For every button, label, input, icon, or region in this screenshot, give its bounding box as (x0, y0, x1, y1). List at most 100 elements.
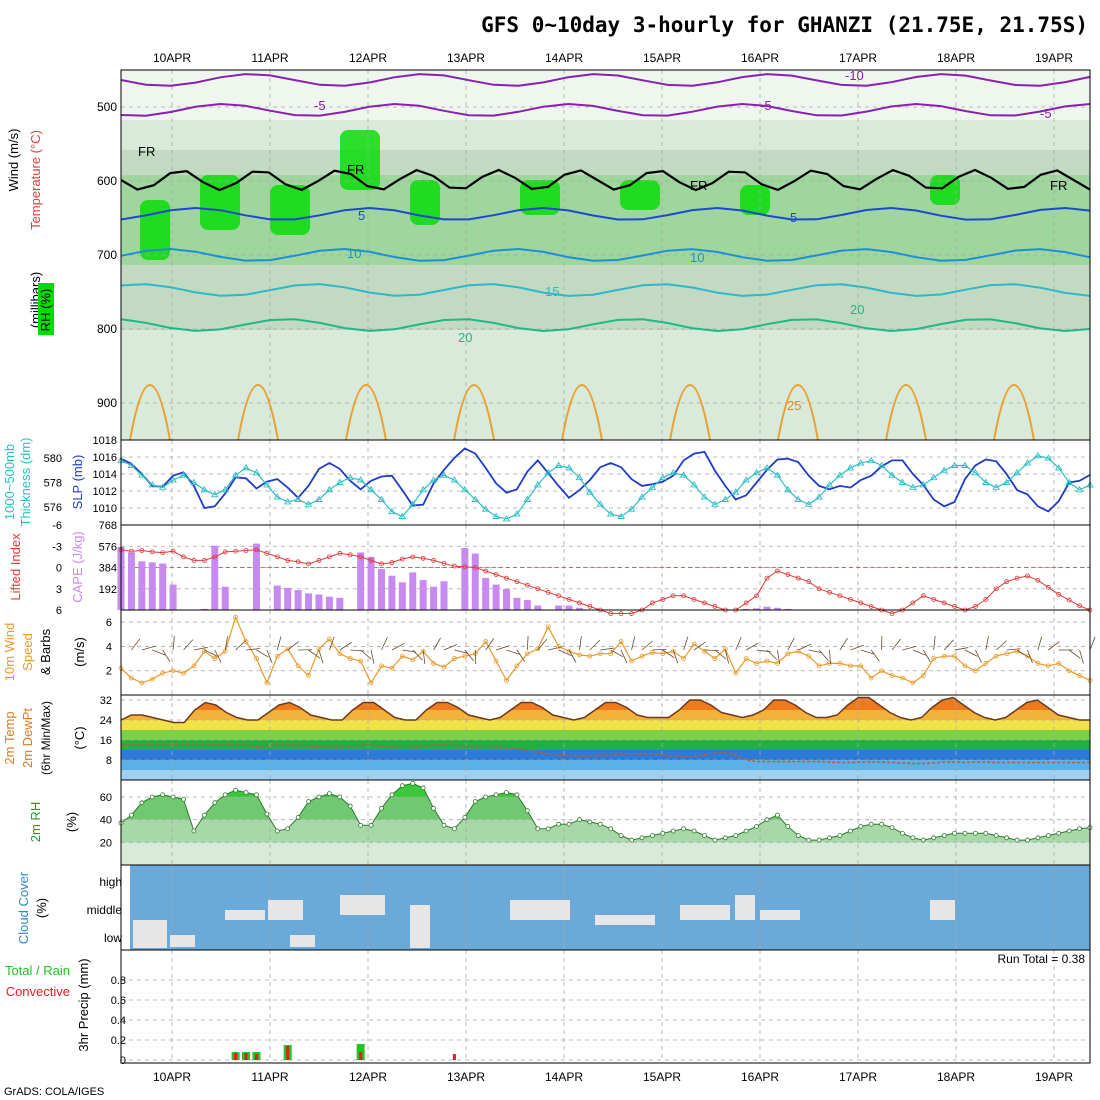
temp-unit: (°C) (72, 726, 87, 749)
cape-bar (513, 597, 521, 610)
thickness-point (961, 461, 969, 468)
li-point (743, 600, 749, 606)
slp-tick-1010: 1010 (93, 503, 117, 515)
rh-point (556, 821, 562, 827)
thickness-point (919, 481, 928, 488)
li-point (920, 593, 926, 599)
thickness-point (127, 461, 136, 468)
li-point (712, 604, 718, 609)
thickness-point (669, 468, 678, 476)
wind-barb (766, 649, 778, 661)
wind-speed-point (347, 656, 353, 661)
rh-point (389, 792, 395, 798)
thickness-tick-578: 578 (44, 478, 62, 490)
thickness-point (1065, 478, 1073, 485)
rh-high-patch-2 (270, 185, 310, 235)
rh-point (243, 790, 249, 795)
cape-bar (377, 569, 385, 610)
wind-speed-point (160, 670, 166, 676)
temp-label-1: 2m Temp (2, 711, 17, 764)
rh-point (597, 821, 603, 827)
wind-speed-point (524, 651, 530, 657)
contour-label-0: -10 (845, 68, 864, 83)
date-label-bottom-17APR: 17APR (839, 1070, 877, 1084)
upper-axis-label-rh: RH (%) (38, 289, 53, 332)
rh-legend-swatch (38, 283, 54, 335)
thickness-point (929, 473, 938, 481)
li-point (691, 596, 697, 602)
warm-contour-7 (885, 384, 927, 441)
wind-barb (933, 636, 936, 651)
temp-line (120, 696, 1090, 724)
cloud-cover-block-1 (155, 920, 167, 948)
pressure-tick-900: 900 (97, 396, 117, 410)
cape-bar (492, 584, 500, 610)
rh-high-patch-8 (930, 175, 960, 205)
wind-speed-point (670, 648, 676, 654)
wind-speed-point (545, 624, 551, 630)
li-point (243, 548, 249, 553)
thickness-label-2: Thickness (dm) (18, 438, 33, 527)
temp-tick-16: 16 (100, 735, 112, 747)
wind-barb (954, 647, 969, 651)
slp-tick-1016: 1016 (93, 452, 117, 464)
li-point (858, 600, 864, 606)
wind-speed-point (837, 661, 843, 666)
thickness-point (794, 495, 803, 502)
rh-point (514, 792, 520, 798)
thickness-point (992, 483, 1001, 490)
cape-bar (138, 561, 146, 610)
rh-point (868, 821, 874, 827)
wind-speed-point (785, 651, 791, 657)
wind-barb (308, 649, 321, 659)
wind-speed-point (941, 653, 947, 659)
li-point (389, 560, 395, 565)
thickness-point (648, 483, 657, 490)
wind-speed-point (493, 658, 499, 664)
date-label-bottom-10APR: 10APR (153, 1070, 191, 1084)
wind-speed-point (806, 653, 812, 659)
rh-point (983, 830, 989, 836)
li-point (535, 586, 541, 592)
wind-barb (131, 638, 141, 651)
wind-speed-point (535, 646, 541, 652)
li-point (660, 596, 666, 602)
slp-tick-1012: 1012 (93, 486, 117, 498)
li-point (847, 596, 853, 602)
date-label-top-18APR: 18APR (937, 51, 975, 65)
cape-bar (127, 552, 135, 610)
rh-point (858, 824, 864, 829)
rh-point (316, 794, 322, 800)
rh-point (149, 794, 155, 800)
thickness-point (408, 500, 417, 507)
wind-speed-point (399, 653, 405, 659)
rh-point (608, 826, 614, 832)
precip-tick-0.4: 0.4 (111, 1015, 126, 1027)
rh-point (1025, 837, 1030, 843)
contour-label-7: 10 (690, 250, 704, 265)
wind-barb (548, 646, 562, 651)
wind-barb (412, 649, 423, 661)
wind-barb (558, 649, 572, 657)
rh-point (722, 835, 728, 841)
wind-barb (672, 649, 679, 664)
date-label-top-12APR: 12APR (349, 51, 387, 65)
wind-speed-point (597, 651, 603, 657)
wind-speed-point (847, 663, 853, 669)
thickness-point (554, 461, 563, 468)
cape-bar (482, 577, 490, 610)
wind-speed-point (306, 673, 311, 678)
temp-color-band-3 (121, 740, 1090, 750)
wind-barb (683, 636, 689, 651)
rh-point (472, 799, 478, 804)
thickness-point (138, 471, 146, 478)
thickness-point (419, 485, 427, 493)
wind-barb (975, 649, 982, 663)
thickness-point (784, 485, 792, 493)
wind-speed-point (389, 665, 395, 671)
thickness-point (377, 495, 386, 502)
rh-point (379, 805, 384, 811)
rh-point (670, 828, 676, 834)
li-point (160, 550, 166, 556)
precip-label-2: Total / Rain (5, 963, 70, 978)
